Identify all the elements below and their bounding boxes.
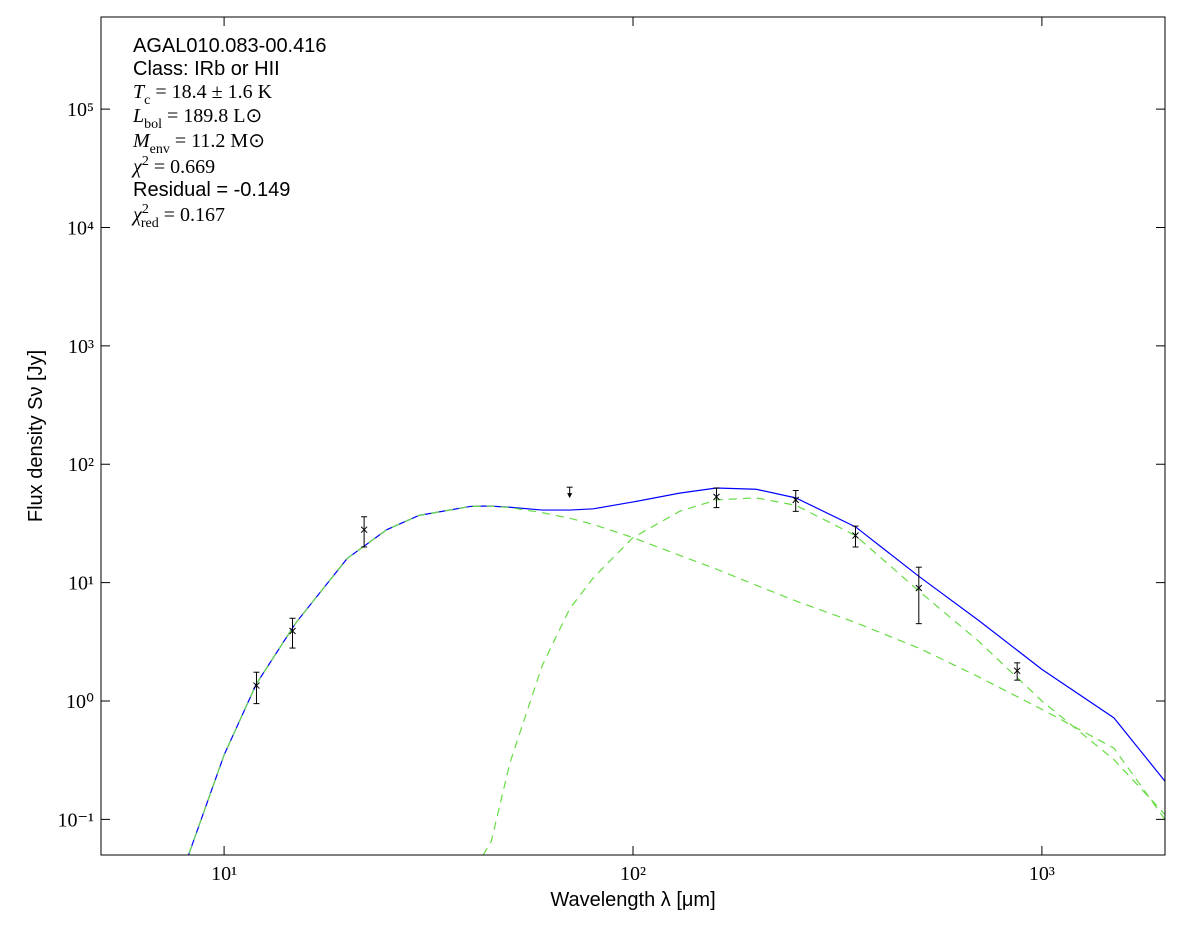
annotation: Lbol = 189.8 L⊙ xyxy=(132,105,262,132)
annotation: Class: IRb or HII xyxy=(133,58,280,80)
annotation: AGAL010.083-00.416 xyxy=(133,35,327,57)
data-point xyxy=(1013,667,1021,675)
math-text: = 0.669 xyxy=(149,156,215,178)
annotation: Residual = -0.149 xyxy=(133,179,290,201)
subscript: bol xyxy=(144,117,162,132)
y-tick-label: 10⁻¹ xyxy=(57,809,94,831)
y-tick-label: 10³ xyxy=(68,336,94,358)
math-text: = 18.4 ± 1.6 K xyxy=(150,81,272,103)
plot-area xyxy=(187,486,1165,855)
data-point xyxy=(253,682,260,689)
math-text: = 11.2 M⊙ xyxy=(170,130,265,152)
y-tick-label: 10¹ xyxy=(68,573,94,595)
math-symbol: χ xyxy=(131,204,143,226)
annotation: χ2 = 0.669 xyxy=(131,154,215,178)
subscript: red xyxy=(141,216,159,231)
y-tick-label: 10⁵ xyxy=(67,99,94,121)
y-tick-label: 10⁴ xyxy=(67,217,94,239)
math-text: = 0.167 xyxy=(159,204,225,226)
data-point xyxy=(289,627,296,635)
y-tick-label: 10⁰ xyxy=(66,691,94,713)
x-tick-label: 10² xyxy=(620,863,646,885)
data-point xyxy=(792,496,800,504)
superscript: 2 xyxy=(142,154,149,169)
upper-limit-arrow xyxy=(567,493,573,499)
annotation: χ2 red = 0.167 xyxy=(131,202,225,231)
annotation: Menv = 11.2 M⊙ xyxy=(132,130,265,157)
x-axis-label: Wavelength λ [μm] xyxy=(550,889,715,911)
model-curve xyxy=(187,505,1165,855)
superscript: 2 xyxy=(142,202,149,217)
data-point xyxy=(852,532,859,539)
x-tick-label: 10¹ xyxy=(211,863,237,885)
data-point xyxy=(915,584,923,592)
subscript: env xyxy=(150,142,170,157)
math-symbol: L xyxy=(132,105,144,127)
x-tick-label: 10³ xyxy=(1029,863,1055,885)
y-axis-label: Flux density Sν [Jy] xyxy=(25,350,47,522)
math-text: = 189.8 L⊙ xyxy=(162,105,262,127)
math-symbol: χ xyxy=(131,156,143,178)
data-point xyxy=(360,526,368,534)
y-tick-label: 10² xyxy=(68,454,94,476)
math-symbol: M xyxy=(132,130,151,152)
data-point xyxy=(713,493,720,501)
subscript: c xyxy=(144,93,150,108)
annotation: Tc = 18.4 ± 1.6 K xyxy=(133,81,273,108)
math-symbol: T xyxy=(133,81,146,103)
